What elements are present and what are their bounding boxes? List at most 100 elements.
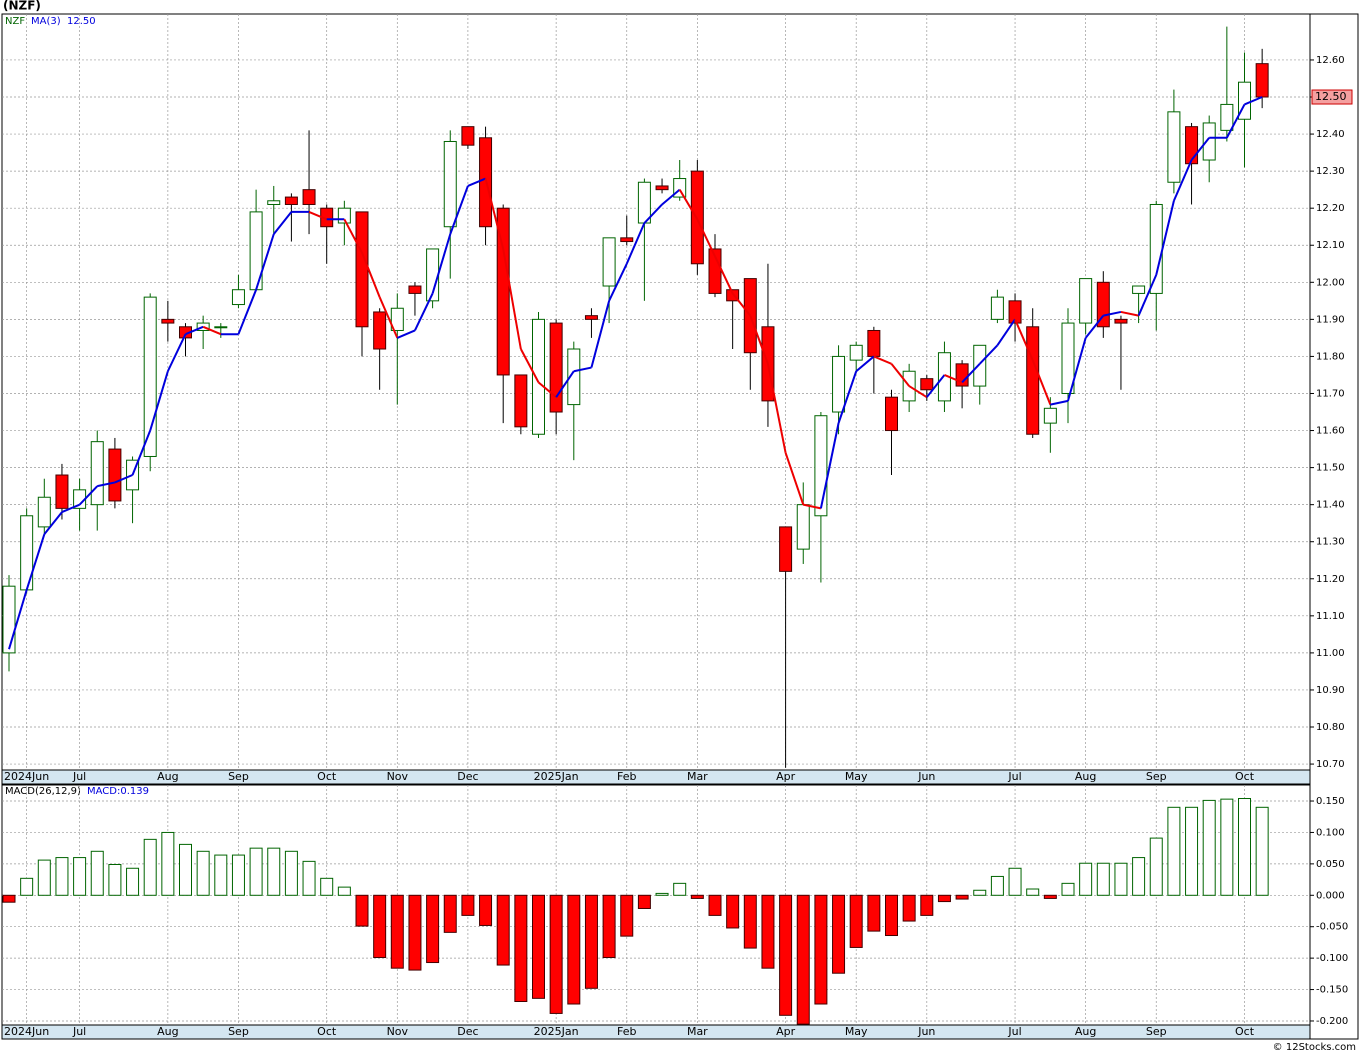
macd-bar (814, 894, 828, 1005)
macd-bar (584, 894, 598, 989)
macd-bar (373, 894, 387, 959)
candle-body (1149, 203, 1163, 294)
macd-bar (55, 857, 69, 896)
candle-body (1079, 278, 1093, 324)
macd-bar (514, 894, 528, 1002)
candle-body (1167, 111, 1181, 183)
x-tick-label: Jul (1007, 770, 1021, 783)
macd-bar (443, 894, 457, 933)
y-tick-label: 11.10 (1316, 611, 1345, 622)
x-tick-label: Oct (1235, 1025, 1255, 1038)
ma-line (1172, 159, 1193, 202)
ma-line (555, 370, 575, 398)
x-tick-label: Oct (317, 770, 337, 783)
ma-line (1031, 359, 1052, 405)
y-tick-label: 0.050 (1316, 859, 1345, 870)
candle-body (496, 207, 510, 376)
candle-body (655, 185, 669, 191)
ma-line (502, 248, 522, 350)
y-tick-label: 12.00 (1316, 277, 1345, 288)
macd-bar (779, 894, 793, 1016)
ma-line (131, 430, 152, 476)
ma-line (114, 474, 133, 484)
y-tick-label: 11.00 (1316, 648, 1345, 659)
y-tick-label: 11.40 (1316, 500, 1345, 511)
macd-bar (849, 894, 863, 948)
candle-body (849, 344, 863, 361)
ma-line (678, 189, 699, 220)
ma-line (1244, 96, 1263, 106)
x-tick-label: Mar (687, 1025, 708, 1038)
ma-line (944, 374, 963, 384)
candle-body (443, 140, 457, 228)
price-tag (1311, 89, 1353, 105)
macd-bar (1167, 806, 1181, 896)
y-tick-label: 11.50 (1316, 463, 1345, 474)
macd-bar (284, 850, 298, 896)
macd-bar (1255, 806, 1269, 896)
y-tick-label: 11.90 (1316, 314, 1345, 325)
ma-line (361, 252, 381, 298)
ma-line (803, 503, 822, 510)
candle-body (1008, 300, 1022, 324)
macd-bar (1202, 799, 1216, 896)
ma-line (414, 292, 434, 331)
macd-bar (355, 894, 369, 927)
macd-bar (1114, 862, 1128, 896)
macd-bar (955, 894, 969, 900)
x-tick-label: 2024Jun (4, 770, 49, 783)
macd-bar (214, 854, 228, 896)
y-tick-label: 12.30 (1316, 166, 1345, 177)
y-tick-label: 12.40 (1316, 129, 1345, 140)
macd-bar (1096, 862, 1110, 896)
x-tick-label: 2025Jan (534, 1025, 579, 1038)
candle-body (1255, 63, 1269, 98)
macd-bar (532, 894, 545, 999)
x-tick-label: Sep (1146, 1025, 1167, 1038)
candle-body (796, 504, 810, 550)
candle-body (1043, 407, 1057, 424)
ma-line (166, 333, 187, 372)
candle-body (584, 315, 598, 320)
macd-bar (408, 894, 422, 971)
x-axis-band (1, 769, 1311, 785)
y-tick-label: 11.60 (1316, 426, 1345, 437)
candle-body (373, 311, 387, 350)
macd-bar (726, 894, 740, 929)
price-tag-label: 12.50 (1315, 90, 1347, 103)
ma-line (202, 325, 222, 336)
y-tick-label: 12.20 (1316, 203, 1345, 214)
candle-body (814, 415, 828, 517)
candle-body (161, 318, 175, 324)
ma-line (1103, 310, 1122, 317)
candle-body (885, 396, 898, 432)
x-tick-label: Jul (72, 770, 86, 783)
ma-line (1067, 337, 1087, 402)
macd-bar (1061, 882, 1075, 896)
macd-bar (1079, 862, 1093, 896)
macd-bar (302, 860, 316, 896)
macd-bar (1238, 798, 1251, 896)
ma-line (61, 503, 80, 513)
ma-line (272, 211, 293, 235)
x-tick-label: Sep (1146, 770, 1167, 783)
legend-ma: MA(3) (31, 16, 61, 27)
y-tick-label: 0.100 (1316, 827, 1345, 838)
macd-bar (973, 889, 987, 896)
candle-body (390, 307, 404, 331)
ma-line (1155, 200, 1175, 276)
y-tick-label: -0.150 (1316, 985, 1348, 996)
ma-line (378, 296, 399, 339)
ma-line (185, 325, 204, 336)
macd-bar (231, 854, 245, 896)
macd-bar (1185, 806, 1199, 896)
ma-line (979, 344, 999, 365)
ma-line (8, 589, 28, 650)
ma-line (1014, 318, 1034, 361)
x-tick-label: Nov (387, 1025, 409, 1038)
candle-body (637, 181, 651, 224)
ma-line (908, 385, 928, 399)
source: © 12Stocks.com (1273, 1042, 1356, 1053)
x-tick-label: Jun (917, 1025, 935, 1038)
